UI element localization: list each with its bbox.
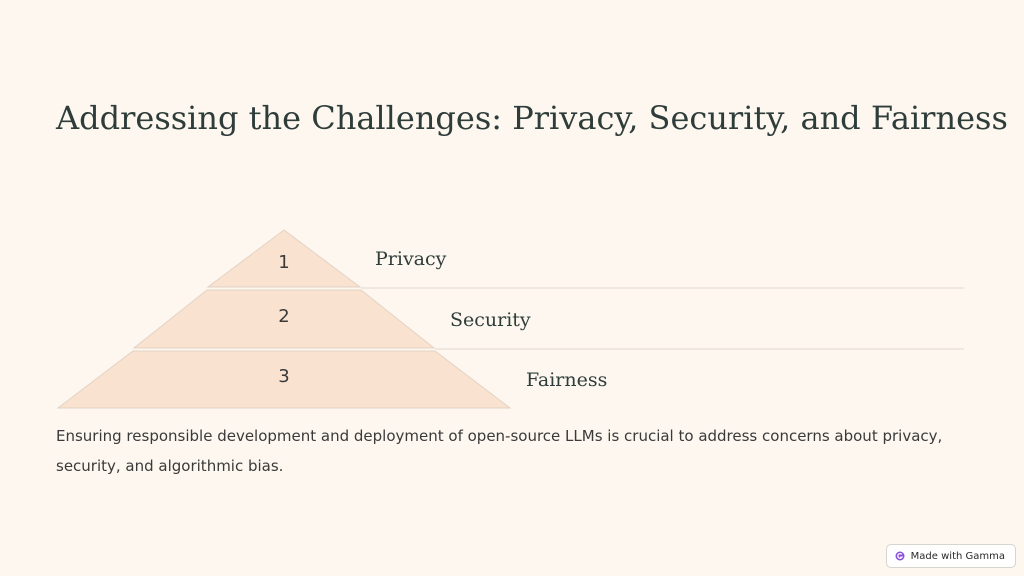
badge-label: Made with Gamma xyxy=(910,550,1005,562)
slide-title: Addressing the Challenges: Privacy, Secu… xyxy=(56,99,1008,137)
tier-1-label: Privacy xyxy=(375,248,447,270)
gamma-logo-icon xyxy=(895,551,905,561)
made-with-gamma-badge[interactable]: Made with Gamma xyxy=(885,544,1016,568)
pyramid-tier-1 xyxy=(206,229,362,288)
tier-3-number: 3 xyxy=(278,366,289,387)
tier-2-label: Security xyxy=(450,309,531,331)
tier-2-number: 2 xyxy=(278,306,289,327)
slide-body-text: Ensuring responsible development and dep… xyxy=(56,427,943,475)
pyramid-tier-2 xyxy=(132,289,436,349)
tier-1-number: 1 xyxy=(278,252,289,273)
tier-3-label: Fairness xyxy=(526,369,607,391)
pyramid-tier-3 xyxy=(56,350,512,409)
